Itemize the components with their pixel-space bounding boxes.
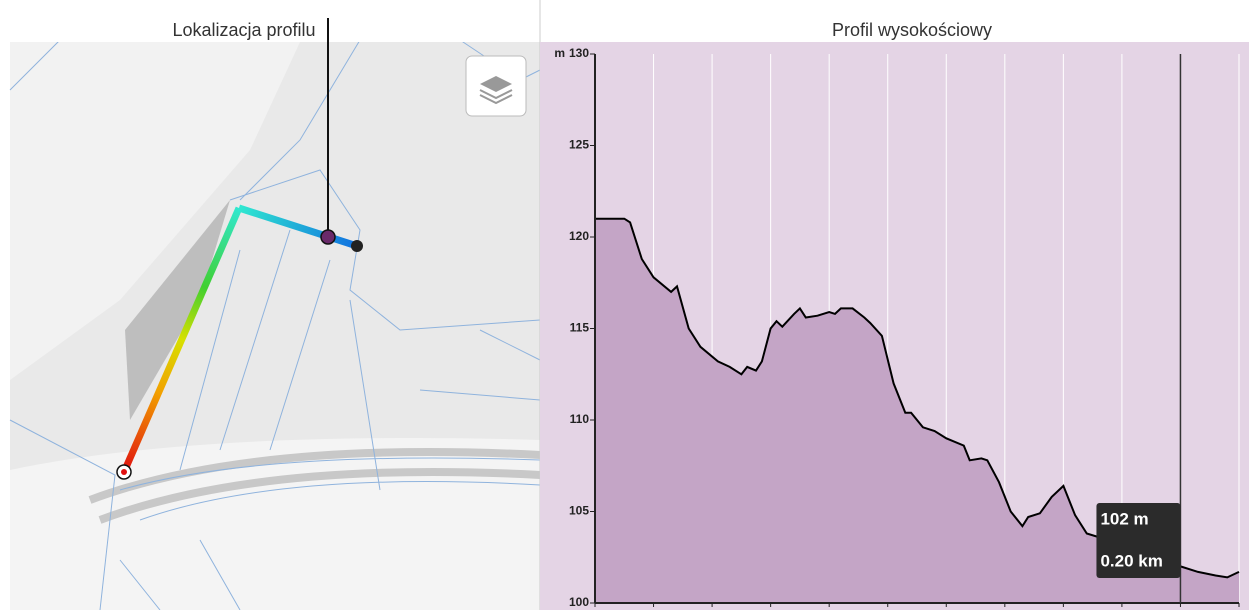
y-tick-label: 130 (569, 46, 589, 60)
y-tick-label: 115 (570, 321, 590, 335)
screen: Lokalizacja profilu Profil wysokościowy … (0, 0, 1249, 610)
chart: 0.000.020.040.060.080.100.120.140.160.18… (540, 42, 1249, 610)
y-tick-label: 105 (569, 504, 589, 518)
y-axis-label: m (554, 46, 565, 60)
chart-title: Profil wysokościowy (832, 20, 992, 40)
y-tick-label: 120 (569, 229, 589, 243)
map-title: Lokalizacja profilu (172, 20, 315, 40)
page: {"map": {"title": "Lokalizacja profilu"}… (0, 0, 1249, 610)
y-tick-label: 125 (569, 138, 589, 152)
map[interactable] (10, 40, 540, 610)
tooltip-elevation: 102 m (1100, 509, 1148, 528)
y-tick-label: 110 (570, 412, 590, 426)
layers-button[interactable] (466, 56, 526, 116)
y-tick-label: 100 (569, 595, 589, 609)
tooltip-distance: 0.20 km (1100, 551, 1162, 570)
